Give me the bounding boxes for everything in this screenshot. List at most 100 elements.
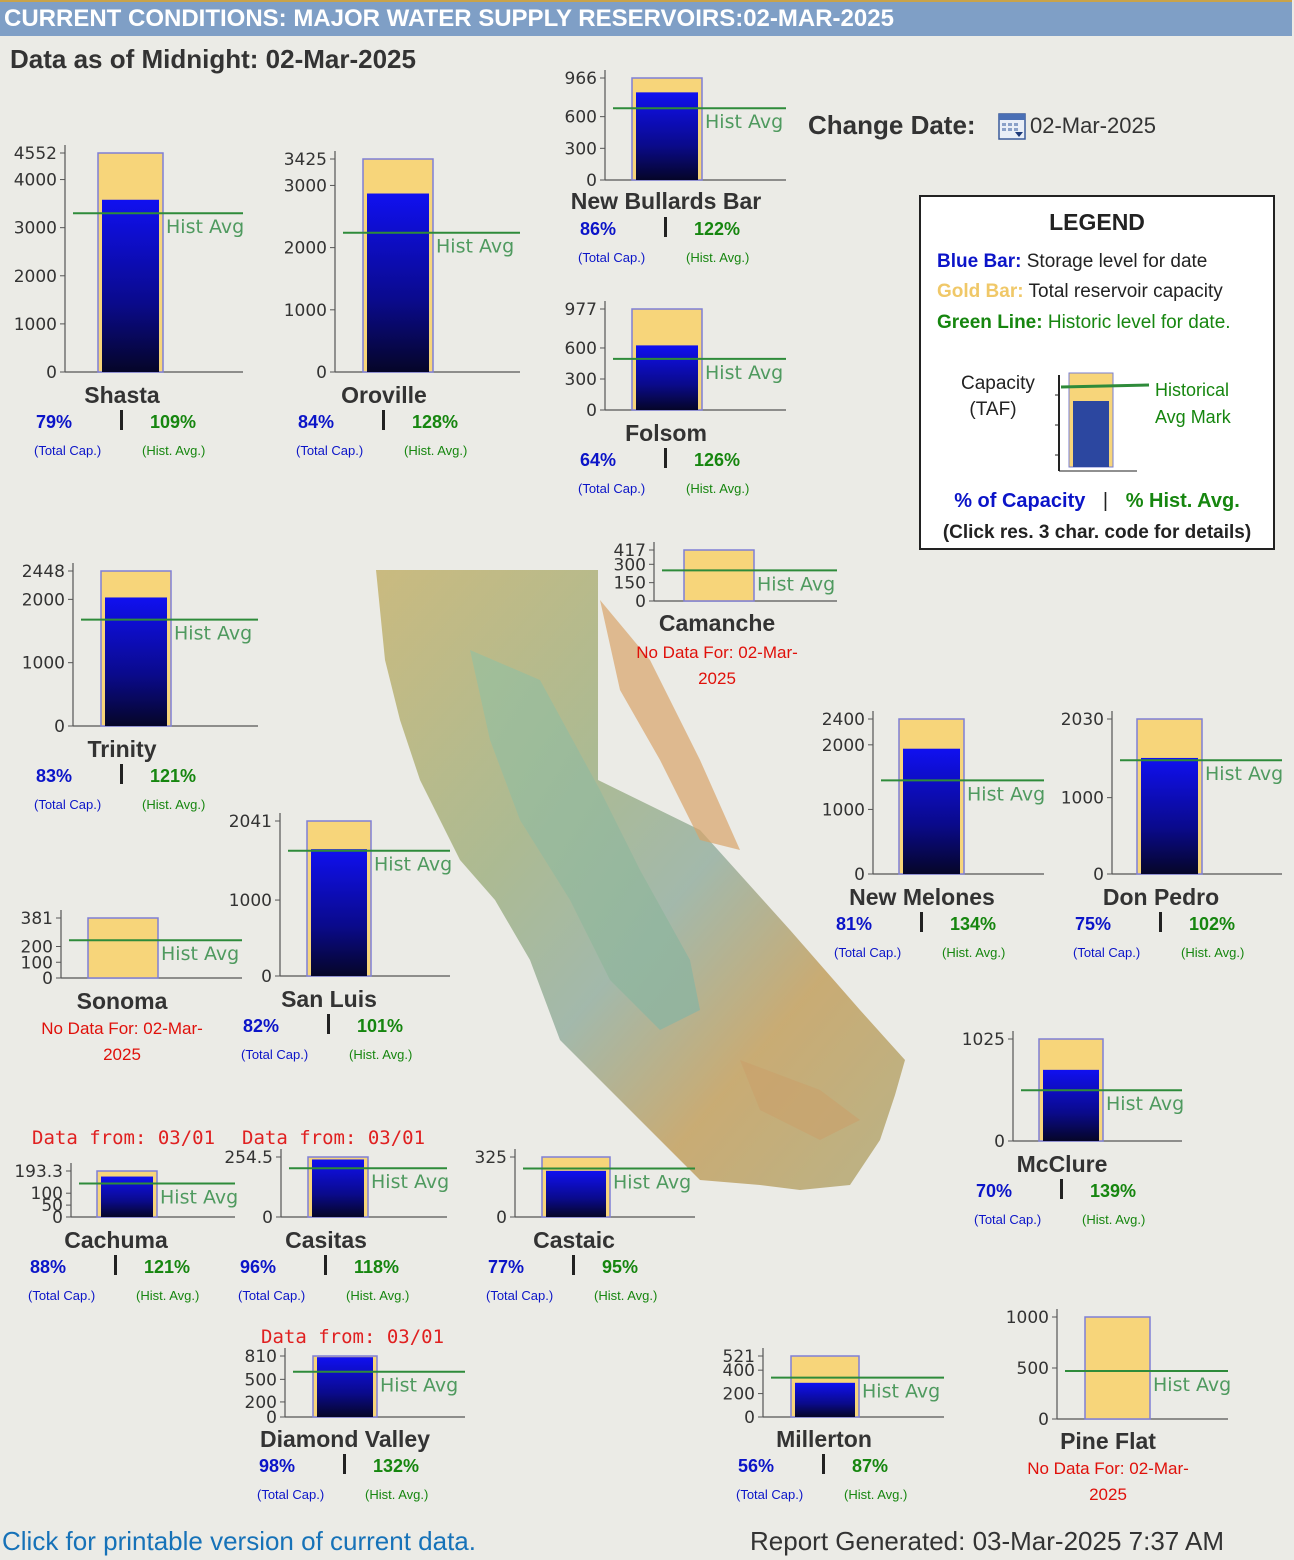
legend-divider: |	[1102, 490, 1109, 512]
sonoma-hist-avg-label: Hist Avg	[161, 943, 239, 965]
diamond-valley-stat-divider	[343, 1454, 346, 1474]
millerton-tick-label: 0	[744, 1408, 755, 1428]
mcclure-hist-avg-label: Hist Avg	[1106, 1093, 1184, 1115]
mcclure-storage-bar	[1043, 1069, 1099, 1141]
cachuma-tick-label: 0	[52, 1208, 63, 1228]
millerton-hist-avg-label: Hist Avg	[862, 1381, 940, 1403]
cachuma-pct-capacity: 88%	[30, 1257, 67, 1277]
new-melones-total-cap-label: (Total Cap.)	[834, 945, 902, 960]
sonoma-name: Sonoma	[76, 988, 168, 1014]
folsom-pct-capacity: 64%	[580, 450, 617, 470]
legend-capacity-label: Capacity (TAF)	[961, 373, 1035, 421]
camanche-no-data-line2: 2025	[698, 669, 736, 688]
oroville-pct-hist: 128%	[412, 412, 459, 432]
casitas-tick-label: 254.5	[224, 1148, 273, 1168]
cachuma-pct-hist: 121%	[144, 1257, 191, 1277]
castaic-tick-label: 0	[496, 1208, 507, 1228]
mcclure-stat-divider	[1060, 1179, 1063, 1199]
trinity-stat-divider	[120, 764, 123, 784]
diamond-valley-tick-label: 200	[245, 1393, 277, 1413]
don-pedro-pct-hist: 102%	[1189, 914, 1236, 934]
legend-box: LEGEND Blue Bar: Storage level for date …	[919, 195, 1275, 550]
camanche-tick-label: 300	[614, 555, 646, 575]
sonoma-no-data-line2: 2025	[103, 1045, 141, 1064]
shasta-pct-capacity: 79%	[36, 412, 73, 432]
printable-version-link[interactable]: Click for printable version of current d…	[2, 1526, 476, 1556]
shasta-name: Shasta	[84, 382, 160, 408]
millerton-tick-label: 521	[723, 1347, 755, 1367]
new-melones-pct-capacity: 81%	[836, 914, 873, 934]
casitas-total-cap-label: (Total Cap.)	[238, 1288, 306, 1303]
san-luis-total-cap-label: (Total Cap.)	[241, 1047, 309, 1062]
mcclure-tick-label: 1025	[962, 1030, 1005, 1050]
legend-green-row: Green Line: Historic level for date.	[937, 312, 1231, 334]
san-luis-pct-capacity: 82%	[243, 1016, 280, 1036]
castaic-tick-label: 325	[475, 1148, 507, 1168]
mcclure-pct-capacity: 70%	[976, 1181, 1013, 1201]
shasta-hist-avg-label: Hist Avg	[166, 216, 244, 238]
sonoma-tick-label: 0	[42, 969, 53, 989]
trinity-hist-avg-caption: (Hist. Avg.)	[142, 797, 206, 812]
diamond-valley-pct-capacity: 98%	[259, 1456, 296, 1476]
san-luis-hist-avg-label: Hist Avg	[374, 854, 452, 876]
new-bullards-bar-tick-label: 0	[586, 171, 597, 191]
cachuma-hist-avg-caption: (Hist. Avg.)	[136, 1288, 200, 1303]
casitas-hist-avg-caption: (Hist. Avg.)	[346, 1288, 410, 1303]
trinity-total-cap-label: (Total Cap.)	[34, 797, 102, 812]
shasta-tick-label: 0	[46, 363, 57, 383]
cachuma-tick-label: 193.3	[14, 1162, 63, 1182]
san-luis-storage-bar	[311, 849, 367, 976]
don-pedro-tick-label: 1000	[1061, 789, 1104, 809]
millerton-storage-bar	[795, 1382, 855, 1417]
diamond-valley-pct-hist: 132%	[373, 1456, 420, 1476]
calendar-icon[interactable]	[998, 112, 1026, 140]
don-pedro-hist-avg-caption: (Hist. Avg.)	[1181, 945, 1245, 960]
castaic-total-cap-label: (Total Cap.)	[486, 1288, 554, 1303]
folsom-tick-label: 300	[565, 370, 597, 390]
new-melones-tick-label: 2400	[822, 710, 865, 730]
oroville-tick-label: 1000	[284, 301, 327, 321]
legend-blue-text: Storage level for date	[1026, 251, 1208, 272]
legend-pct-hist: % Hist. Avg.	[1125, 490, 1240, 512]
legend-capacity-line2: (TAF)	[969, 399, 1017, 420]
castaic-hist-avg-caption: (Hist. Avg.)	[594, 1288, 658, 1303]
new-melones-tick-label: 2000	[822, 736, 865, 756]
oroville-storage-bar	[367, 193, 429, 372]
mcclure-name: McClure	[1016, 1151, 1108, 1177]
mcclure-pct-hist: 139%	[1090, 1181, 1137, 1201]
cachuma-name: Cachuma	[64, 1227, 168, 1253]
new-bullards-bar-total-cap-label: (Total Cap.)	[578, 250, 646, 265]
legend-click-note: (Click res. 3 char. code for details)	[942, 522, 1252, 543]
trinity-tick-label: 2448	[22, 562, 65, 582]
trinity-tick-label: 1000	[22, 654, 65, 674]
new-bullards-bar-hist-avg-caption: (Hist. Avg.)	[686, 250, 750, 265]
casitas-tick-label: 0	[262, 1208, 273, 1228]
folsom-stat-divider	[664, 448, 667, 468]
don-pedro-tick-label: 2030	[1061, 710, 1104, 730]
sonoma-no-data-line1: No Data For: 02-Mar-	[41, 1019, 203, 1038]
legend-pct-row: % of Capacity | % Hist. Avg.	[921, 490, 1273, 513]
cachuma-data-from: Data from: 03/01	[32, 1127, 216, 1149]
legend-historical-label: Historical Avg Mark	[1155, 377, 1231, 431]
san-luis-name: San Luis	[281, 986, 377, 1012]
san-luis-hist-avg-caption: (Hist. Avg.)	[349, 1047, 413, 1062]
new-melones-stat-divider	[920, 912, 923, 932]
pine-flat-hist-avg-label: Hist Avg	[1153, 1374, 1231, 1396]
camanche-hist-avg-label: Hist Avg	[757, 573, 835, 595]
legend-blue-key: Blue Bar:	[937, 251, 1022, 272]
new-bullards-bar-pct-hist: 122%	[694, 219, 741, 239]
report-generated: Report Generated: 03-Mar-2025 7:37 AM	[750, 1526, 1225, 1556]
san-luis-tick-label: 1000	[229, 891, 272, 911]
millerton-pct-capacity: 56%	[738, 1456, 775, 1476]
folsom-tick-label: 600	[565, 339, 597, 359]
selected-date[interactable]: 02-Mar-2025	[1030, 113, 1156, 138]
oroville-tick-label: 0	[316, 363, 327, 383]
new-bullards-bar-stat-divider	[664, 217, 667, 237]
diamond-valley-total-cap-label: (Total Cap.)	[257, 1487, 325, 1502]
oroville-hist-avg-caption: (Hist. Avg.)	[404, 443, 468, 458]
new-melones-tick-label: 0	[854, 865, 865, 885]
millerton-tick-label: 400	[723, 1361, 755, 1381]
pine-flat-no-data-line1: No Data For: 02-Mar-	[1027, 1459, 1189, 1478]
diamond-valley-hist-avg-caption: (Hist. Avg.)	[365, 1487, 429, 1502]
diamond-valley-data-from: Data from: 03/01	[261, 1326, 445, 1348]
